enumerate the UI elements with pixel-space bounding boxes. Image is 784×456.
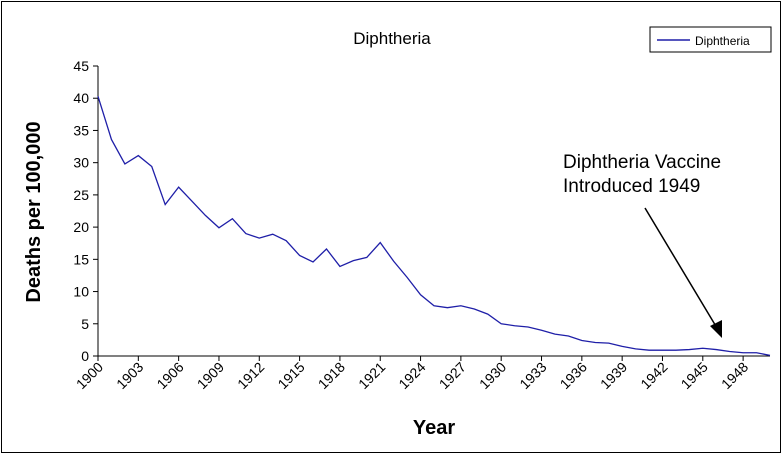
y-axis-title: Deaths per 100,000 <box>23 121 45 302</box>
annotation-line-2: Introduced 1949 <box>563 176 700 197</box>
x-tick-label: 1942 <box>637 359 670 392</box>
y-tick-label: 15 <box>73 251 89 267</box>
y-tick-label: 5 <box>81 316 89 332</box>
annotation-arrow-shaft <box>644 207 718 329</box>
chart-title: Diphtheria <box>353 29 431 48</box>
x-tick-group: 1900 1903 1906 1909 1912 1915 1918 1921 1924 1927… <box>73 356 751 392</box>
annotation-arrow-head <box>710 320 722 338</box>
x-tick-label: 1903 <box>113 359 146 392</box>
y-tick-label: 40 <box>73 90 89 106</box>
x-tick-label: 1939 <box>597 359 630 392</box>
x-tick-label: 1927 <box>436 359 469 392</box>
y-tick-label: 0 <box>81 348 89 364</box>
x-tick-label: 1933 <box>516 359 549 392</box>
x-tick-label: 1936 <box>557 359 590 392</box>
x-tick-label: 1924 <box>395 359 428 392</box>
y-tick-label: 30 <box>73 155 89 171</box>
y-tick-group: 0 5 10 15 20 25 30 35 40 45 <box>73 58 98 364</box>
x-tick-label: 1909 <box>194 359 227 392</box>
y-tick-label: 20 <box>73 219 89 235</box>
series-line-diphtheria <box>97 96 771 356</box>
vaccine-annotation: Diphtheria Vaccine Introduced 1949 <box>563 152 722 338</box>
y-tick-label: 25 <box>73 187 89 203</box>
x-tick-label: 1912 <box>234 359 267 392</box>
y-tick-label: 10 <box>73 284 89 300</box>
x-tick-label: 1918 <box>315 359 348 392</box>
x-tick-label: 1915 <box>274 359 307 392</box>
x-axis-title: Year <box>413 417 455 439</box>
x-tick-label: 1948 <box>718 359 751 392</box>
x-tick-label: 1900 <box>73 359 106 392</box>
x-tick-label: 1945 <box>678 359 711 392</box>
annotation-line-1: Diphtheria Vaccine <box>563 152 721 173</box>
y-tick-label: 45 <box>73 58 89 74</box>
y-tick-label: 35 <box>73 122 89 138</box>
legend-label-diphtheria: Diphtheria <box>695 34 750 48</box>
legend: Diphtheria <box>649 26 772 53</box>
x-tick-label: 1921 <box>355 359 388 392</box>
x-tick-label: 1930 <box>476 359 509 392</box>
x-tick-label: 1906 <box>153 359 186 392</box>
